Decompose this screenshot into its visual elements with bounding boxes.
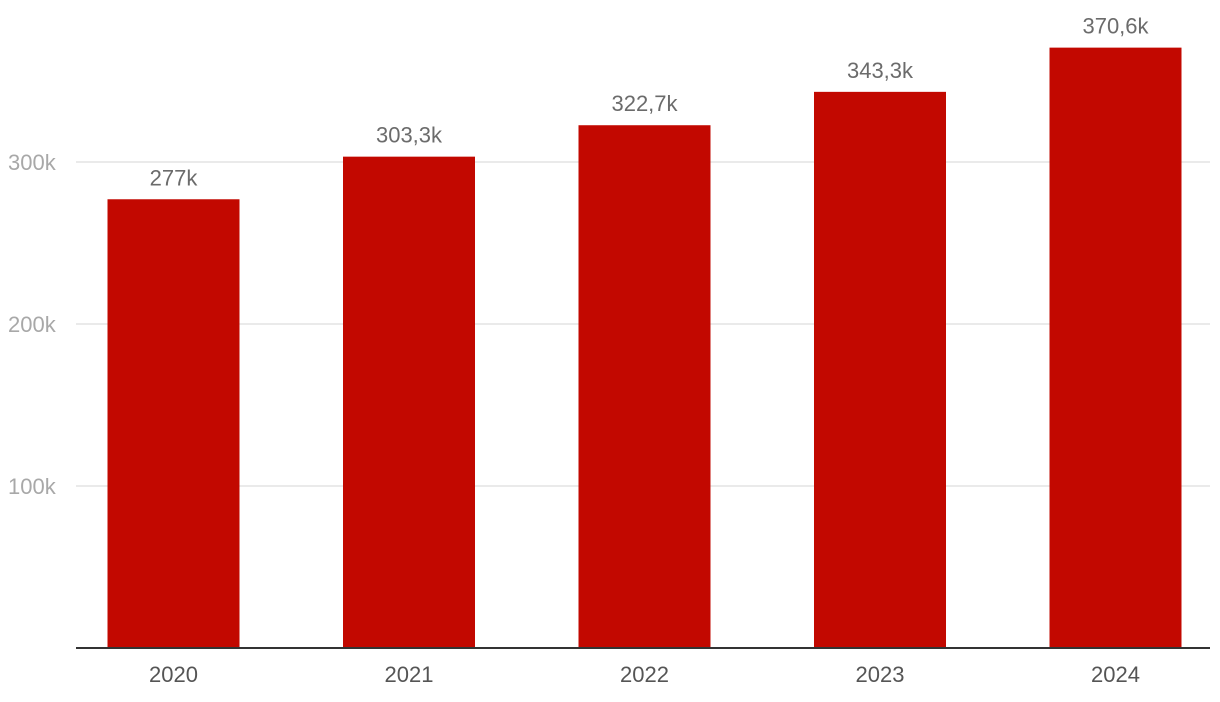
data-label-2020: 277k bbox=[150, 165, 199, 190]
y-tick-label: 100k bbox=[8, 474, 57, 499]
x-tick-label-2022: 2022 bbox=[620, 662, 669, 687]
bars bbox=[107, 47, 1182, 649]
x-tick-label-2021: 2021 bbox=[385, 662, 434, 687]
y-tick-label: 200k bbox=[8, 312, 57, 337]
bar-2023 bbox=[814, 91, 946, 648]
data-labels: 277k 303,3k 322,7k 343,3k 370,6k bbox=[150, 14, 1150, 191]
x-tick-label-2020: 2020 bbox=[149, 662, 198, 687]
data-label-2021: 303,3k bbox=[376, 123, 443, 148]
data-label-2023: 343,3k bbox=[847, 58, 914, 83]
bar-2021 bbox=[343, 156, 475, 649]
bar-2024 bbox=[1049, 47, 1182, 649]
y-axis-ticks: 100k 200k 300k bbox=[8, 150, 57, 499]
bar-2022 bbox=[578, 125, 711, 648]
x-tick-label-2024: 2024 bbox=[1091, 662, 1140, 687]
y-tick-label: 300k bbox=[8, 150, 57, 175]
x-axis-ticks: 2020 2021 2022 2023 2024 bbox=[149, 662, 1140, 687]
bar-2020 bbox=[107, 199, 240, 648]
x-tick-label-2023: 2023 bbox=[856, 662, 905, 687]
data-label-2024: 370,6k bbox=[1082, 14, 1149, 39]
data-label-2022: 322,7k bbox=[611, 91, 678, 116]
